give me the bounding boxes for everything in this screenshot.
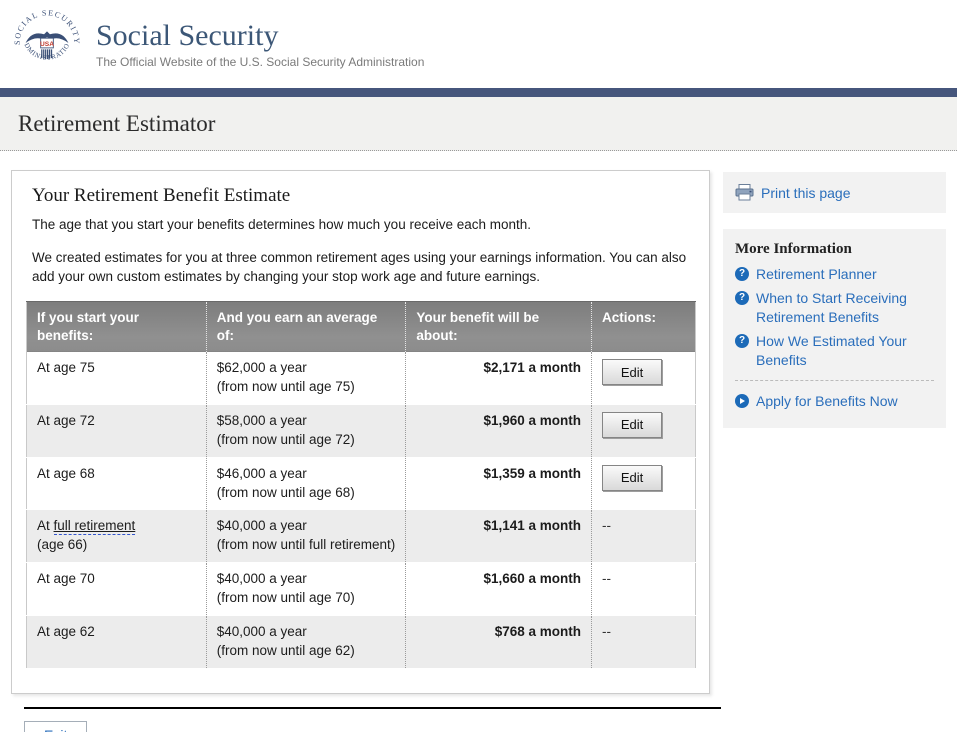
when-to-start-link[interactable]: ? When to Start Receiving Retirement Ben… [735, 289, 934, 327]
benefit-estimate-panel: Your Retirement Benefit Estimate The age… [11, 170, 710, 694]
more-information-heading: More Information [735, 241, 852, 257]
edit-button[interactable]: Edit [602, 464, 663, 491]
page-title-band: Retirement Estimator [0, 97, 957, 151]
earn-cell: $62,000 a year (from now until age 75) [205, 352, 406, 405]
link-label: Retirement Planner [756, 266, 877, 282]
eagle-icon [25, 31, 69, 44]
apply-for-benefits-link[interactable]: Apply for Benefits Now [735, 392, 934, 411]
no-action-indicator: -- [602, 571, 612, 587]
table-row: At age 72 $58,000 a year (from now until … [26, 404, 696, 458]
navy-divider-bar [0, 88, 957, 97]
table-row: At age 70 $40,000 a year (from now until … [26, 562, 696, 617]
print-page-label: Print this page [761, 184, 851, 201]
benefit-cell: $1,141 a month [405, 509, 592, 564]
actions-cell: -- [591, 562, 696, 617]
start-cell: At age 68 [26, 457, 207, 511]
table-row: At age 68 $46,000 a year (from now until … [26, 457, 696, 511]
earn-cell: $40,000 a year (from now until age 62) [205, 615, 406, 669]
start-cell: At age 62 [26, 615, 207, 669]
no-action-indicator: -- [602, 624, 612, 640]
sidebar: Print this page More Information ? Retir… [723, 172, 946, 429]
benefit-cell: $768 a month [405, 615, 592, 669]
table-row: At age 75 $62,000 a year (from now until … [26, 352, 696, 405]
no-action-indicator: -- [602, 518, 612, 534]
actions-cell: Edit [591, 457, 696, 511]
table-row: At full retirement (age 66) $40,000 a yea… [26, 509, 696, 564]
actions-cell: -- [591, 509, 696, 564]
site-header: SOCIAL SECURITY ADMINISTRATION USA Socia… [0, 0, 957, 88]
print-page-link[interactable]: Print this page [735, 184, 934, 201]
link-label: When to Start Receiving Retirement Benef… [756, 289, 907, 325]
edit-button[interactable]: Edit [602, 359, 663, 386]
benefit-cell: $1,660 a month [405, 562, 592, 617]
intro-paragraph-1: The age that you start your benefits det… [32, 217, 532, 232]
page-title: Retirement Estimator [18, 110, 216, 136]
actions-cell: -- [591, 615, 696, 669]
benefit-cell: $1,960 a month [405, 404, 592, 458]
sidebar-divider [735, 380, 934, 382]
col-header-earn: And you earn an average of: [205, 300, 406, 353]
site-title: Social Security [96, 19, 279, 52]
brand-block: Social Security The Official Website of … [96, 19, 424, 69]
edit-button[interactable]: Edit [602, 411, 663, 438]
earn-cell: $40,000 a year (from now until full retir… [205, 509, 406, 564]
ssa-seal-logo[interactable]: SOCIAL SECURITY ADMINISTRATION USA [12, 9, 82, 79]
intro-paragraph-2: We created estimates for you at three co… [32, 249, 687, 285]
site-subtitle: The Official Website of the U.S. Social … [96, 55, 425, 69]
results-table: If you start your benefits: And you earn… [26, 300, 696, 669]
full-retirement-term[interactable]: full retirement [53, 518, 136, 536]
seal-usa-text: USA [40, 41, 54, 48]
print-box: Print this page [723, 172, 946, 213]
seal-bars [41, 49, 53, 60]
earn-cell: $46,000 a year (from now until age 68) [205, 457, 406, 511]
start-cell: At age 75 [26, 352, 207, 405]
panel-heading: Your Retirement Benefit Estimate [32, 185, 291, 206]
actions-cell: Edit [591, 404, 696, 458]
start-cell: At full retirement (age 66) [26, 509, 207, 564]
printer-icon [735, 184, 754, 201]
retirement-planner-link[interactable]: ? Retirement Planner [735, 265, 934, 284]
actions-cell: Edit [591, 352, 696, 405]
earn-cell: $58,000 a year (from now until age 72) [205, 404, 406, 458]
how-we-estimated-link[interactable]: ? How We Estimated Your Benefits [735, 332, 934, 370]
col-header-start: If you start your benefits: [26, 300, 207, 353]
more-information-box: More Information ? Retirement Planner ? … [723, 229, 946, 429]
table-row: At age 62 $40,000 a year (from now until … [26, 615, 696, 669]
col-header-benefit: Your benefit will be about: [405, 300, 592, 353]
bottom-divider [24, 706, 721, 709]
start-cell: At age 70 [26, 562, 207, 617]
earn-cell: $40,000 a year (from now until age 70) [205, 562, 406, 617]
help-icon: ? [735, 267, 749, 281]
start-cell: At age 72 [26, 404, 207, 458]
col-header-actions: Actions: [591, 300, 696, 353]
table-header-row: If you start your benefits: And you earn… [26, 300, 696, 353]
arrow-right-icon [735, 394, 749, 409]
link-label: How We Estimated Your Benefits [756, 332, 907, 368]
benefit-cell: $1,359 a month [405, 457, 592, 511]
benefit-cell: $2,171 a month [405, 352, 592, 405]
exit-button[interactable]: Exit [24, 720, 88, 732]
help-icon: ? [735, 290, 749, 305]
help-icon: ? [735, 333, 749, 348]
link-label: Apply for Benefits Now [756, 393, 898, 410]
